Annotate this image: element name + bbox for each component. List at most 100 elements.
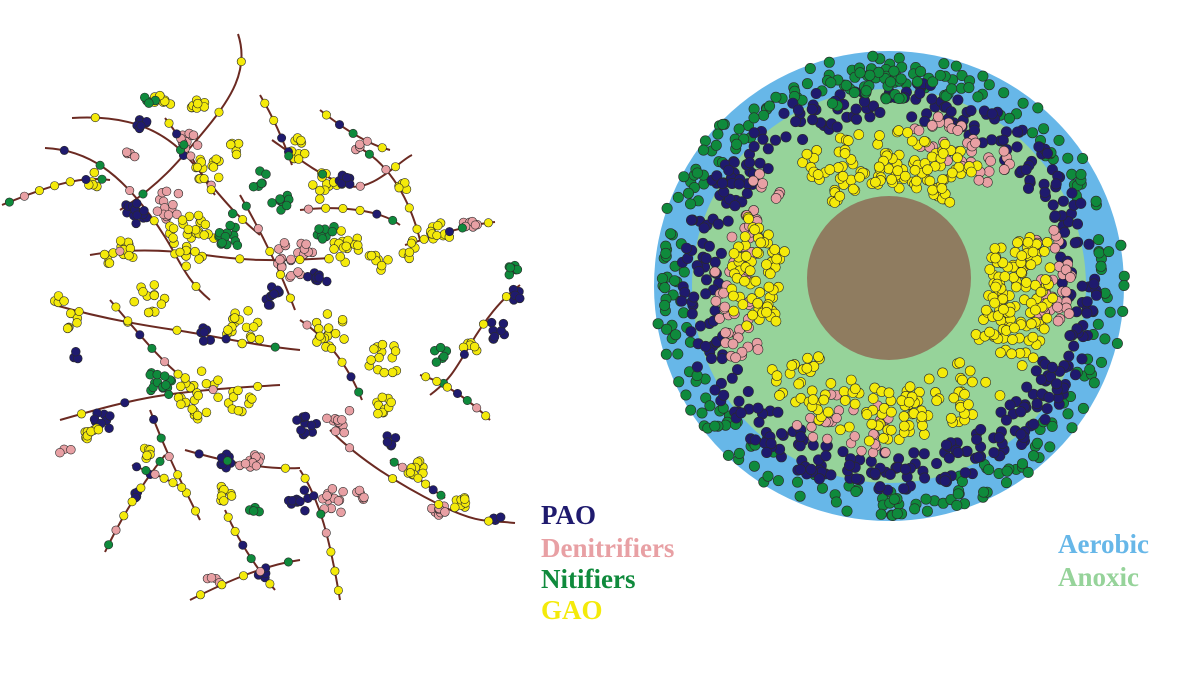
gao-cell bbox=[1027, 331, 1039, 343]
nitrifier-cell bbox=[659, 282, 671, 294]
pao-cell bbox=[139, 206, 149, 216]
gao-cell bbox=[199, 174, 209, 184]
legend-gao: GAO bbox=[541, 595, 603, 625]
gao-cell bbox=[201, 407, 212, 418]
pao-cell bbox=[322, 276, 332, 287]
pao-cell bbox=[515, 293, 525, 304]
gao-cell bbox=[213, 392, 223, 402]
pao-cell bbox=[1021, 381, 1033, 393]
denitrifier-cell bbox=[115, 246, 125, 256]
filament bbox=[419, 374, 491, 421]
denitrifier-cell bbox=[345, 443, 355, 453]
pao-cell bbox=[906, 111, 918, 123]
pao-cell bbox=[300, 506, 310, 516]
nitrifier-cell bbox=[327, 227, 338, 237]
gao-cell bbox=[999, 271, 1011, 282]
pao-cell bbox=[263, 300, 274, 310]
gao-cell bbox=[214, 172, 224, 183]
nitrifier-cell bbox=[841, 505, 853, 517]
pao-cell bbox=[995, 406, 1007, 418]
gao-cell bbox=[980, 304, 992, 316]
nitrifier-cell bbox=[673, 376, 685, 388]
denitrifier-cell bbox=[440, 507, 450, 517]
gao-cell bbox=[337, 357, 347, 367]
gao-cell bbox=[374, 352, 384, 363]
gao-cell bbox=[123, 316, 133, 326]
nitrifier-cell bbox=[963, 82, 975, 94]
gao-cell bbox=[919, 429, 930, 440]
denitrifier-cell bbox=[359, 492, 369, 503]
nitrifier-cell bbox=[1046, 420, 1058, 432]
gao-cell bbox=[484, 516, 494, 526]
pao-cell bbox=[1090, 289, 1102, 301]
gao-cell bbox=[247, 394, 257, 404]
pao-cell bbox=[81, 175, 91, 185]
nitrifier-cell bbox=[661, 323, 673, 335]
denitrifier-cell bbox=[330, 426, 341, 436]
pao-cell bbox=[813, 473, 825, 485]
nitrifier-cell bbox=[830, 496, 842, 508]
denitrifier-cell bbox=[121, 147, 132, 157]
pao-cell bbox=[1035, 374, 1047, 386]
gao-cell bbox=[90, 113, 100, 123]
nitrifier-cell bbox=[660, 348, 672, 360]
pao-cell bbox=[498, 318, 509, 329]
nitrifier-cell bbox=[1077, 402, 1089, 414]
gao-cell bbox=[994, 390, 1006, 401]
pao-cell bbox=[1069, 237, 1081, 249]
denitrifier-cell bbox=[173, 188, 184, 199]
gao-cell bbox=[1012, 237, 1023, 248]
nitrifier-cell bbox=[927, 76, 939, 88]
nitrifier-cell bbox=[921, 505, 933, 517]
gao-cell bbox=[849, 398, 861, 410]
legend-denitrifiers: Denitrifiers bbox=[541, 533, 675, 563]
gao-cell bbox=[469, 342, 480, 352]
pao-cell bbox=[718, 389, 730, 401]
denitrifier-cell bbox=[321, 528, 331, 538]
nitrifier-cell bbox=[804, 62, 816, 74]
pao-cell bbox=[71, 347, 81, 357]
gao-cell bbox=[839, 148, 851, 159]
denitrifier-cell bbox=[1060, 286, 1072, 298]
nitrifier-cell bbox=[731, 138, 743, 150]
nitrifier-cell bbox=[1088, 377, 1100, 389]
gao-cell bbox=[329, 244, 339, 254]
gao-cell bbox=[432, 376, 442, 386]
gao-cell bbox=[956, 374, 968, 386]
gao-cell bbox=[822, 406, 834, 418]
nitrifier-cell bbox=[978, 486, 990, 498]
gao-cell bbox=[164, 118, 174, 128]
pao-cell bbox=[295, 496, 305, 507]
pao-cell bbox=[334, 120, 344, 130]
denitrifier-cell bbox=[164, 451, 174, 461]
gao-cell bbox=[421, 372, 431, 382]
pao-cell bbox=[342, 172, 352, 183]
gao-cell bbox=[191, 281, 201, 291]
gao-cell bbox=[1026, 318, 1037, 330]
gao-cell bbox=[314, 323, 324, 334]
floc-cells bbox=[4, 57, 525, 600]
gao-cell bbox=[190, 246, 200, 257]
pao-cell bbox=[752, 402, 764, 414]
denitrifier-cell bbox=[913, 125, 925, 136]
gao-cell bbox=[217, 580, 227, 590]
nitrifier-cell bbox=[431, 357, 442, 367]
gao-cell bbox=[937, 367, 948, 379]
nitrifier-cell bbox=[284, 151, 294, 161]
gao-cell bbox=[886, 174, 897, 185]
gao-cell bbox=[404, 247, 415, 258]
pao-cell bbox=[1041, 403, 1053, 415]
pao-cell bbox=[303, 272, 313, 282]
pao-cell bbox=[744, 157, 756, 169]
gao-cell bbox=[260, 98, 270, 108]
nitrifier-cell bbox=[439, 351, 449, 362]
pao-cell bbox=[775, 428, 787, 440]
nitrifier-cell bbox=[1111, 337, 1123, 349]
nitrifier-cell bbox=[801, 78, 813, 90]
nitrifier-cell bbox=[317, 234, 328, 244]
pao-cell bbox=[986, 108, 998, 120]
gao-cell bbox=[1007, 334, 1018, 345]
pao-cell bbox=[1063, 350, 1075, 362]
gao-cell bbox=[866, 418, 878, 430]
nitrifier-cell bbox=[1038, 123, 1050, 135]
